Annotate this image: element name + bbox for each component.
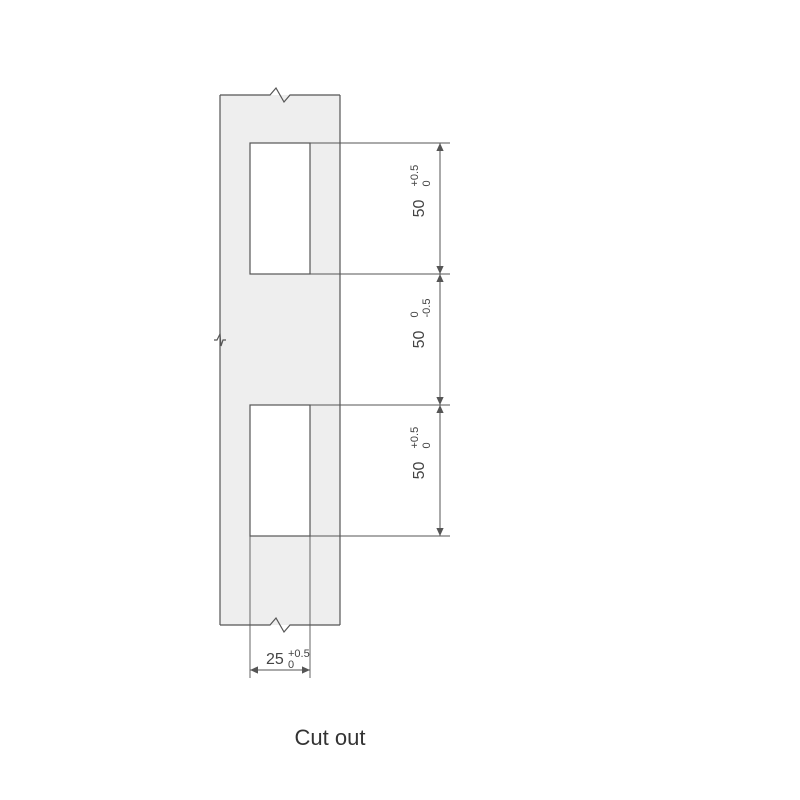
diagram-title: Cut out — [295, 725, 366, 750]
svg-text:0: 0 — [421, 442, 433, 448]
cutout-1 — [250, 143, 310, 274]
cutout-diagram: 50+0.5 050 0-0.550+0.5 025+0.5 0Cut out — [0, 0, 800, 800]
dim-width-value: 25 — [266, 651, 284, 668]
cutout-2 — [250, 405, 310, 536]
dim-width-tol-lower: 0 — [288, 659, 294, 671]
svg-text:0: 0 — [409, 311, 421, 317]
dim-height-top-value: 50 — [411, 200, 428, 218]
svg-text:+0.5: +0.5 — [409, 427, 421, 449]
svg-text:+0.5: +0.5 — [409, 165, 421, 187]
dim-height-bottom-value: 50 — [411, 462, 428, 480]
dim-gap-middle-value: 50 — [411, 331, 428, 349]
svg-text:0: 0 — [421, 180, 433, 186]
svg-text:-0.5: -0.5 — [421, 299, 433, 318]
